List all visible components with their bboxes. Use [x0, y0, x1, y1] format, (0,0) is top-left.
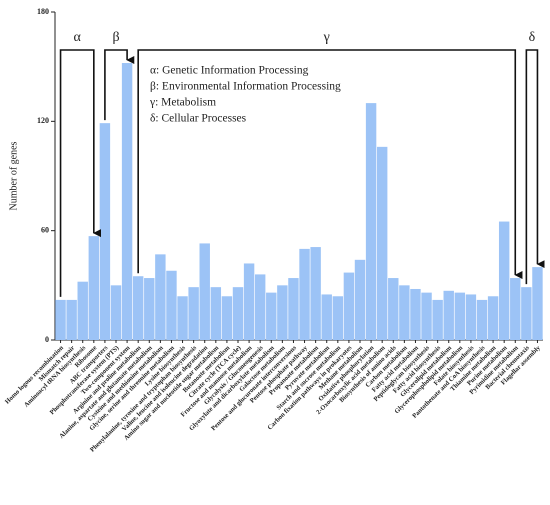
bar — [188, 287, 199, 340]
bar — [232, 287, 244, 340]
bar — [354, 259, 366, 340]
bar — [399, 285, 410, 340]
group-label: γ — [323, 30, 330, 45]
bar — [332, 296, 344, 340]
bar — [121, 63, 133, 341]
bar — [388, 278, 399, 340]
group-label: α — [74, 30, 82, 45]
legend-line: α: Genetic Information Processing — [150, 65, 309, 77]
bar — [155, 254, 166, 340]
bar — [243, 263, 255, 340]
legend-line: β: Environmental Information Processing — [150, 81, 341, 93]
bar — [532, 267, 543, 340]
bar — [343, 272, 355, 340]
bar — [88, 236, 100, 340]
bar — [376, 146, 388, 340]
bar — [498, 221, 510, 340]
y-axis-label: Number of genes — [8, 141, 19, 210]
bar — [277, 285, 288, 340]
bar — [199, 243, 210, 340]
bar — [476, 299, 488, 340]
bar — [321, 294, 332, 340]
bar — [210, 287, 222, 340]
bar — [410, 288, 421, 340]
group-bracket — [59, 49, 102, 297]
bar — [132, 276, 144, 340]
bar — [77, 281, 88, 340]
group-label: β — [112, 30, 119, 45]
bar — [310, 247, 321, 340]
y-tick-label: 0 — [45, 335, 49, 344]
group-bracket — [104, 49, 135, 121]
bar — [99, 123, 111, 341]
bar — [487, 296, 499, 340]
bar — [432, 299, 443, 340]
bar — [421, 292, 432, 340]
bar — [299, 248, 310, 340]
bar — [55, 299, 66, 340]
group-label: δ — [529, 30, 536, 45]
bar — [177, 296, 188, 340]
bar — [465, 294, 477, 340]
legend-line: γ: Metabolism — [149, 97, 216, 109]
bar — [365, 103, 377, 340]
bar — [288, 278, 299, 340]
group-bracket — [137, 49, 523, 280]
y-tick-label: 120 — [37, 116, 49, 125]
bar — [144, 278, 155, 340]
y-tick-label: 180 — [37, 7, 49, 16]
bar — [221, 296, 233, 340]
bar — [443, 290, 454, 340]
y-tick-label: 60 — [41, 225, 49, 234]
bar — [510, 278, 521, 340]
bar — [166, 270, 177, 340]
legend: α: Genetic Information Processing β: Env… — [149, 65, 341, 125]
bar — [266, 292, 277, 340]
bar — [110, 285, 122, 340]
legend-line: δ: Cellular Processes — [150, 113, 247, 125]
bar — [66, 299, 77, 340]
bar — [521, 287, 532, 340]
group-bracket — [525, 49, 545, 285]
bar — [454, 292, 466, 340]
bar — [254, 274, 266, 340]
